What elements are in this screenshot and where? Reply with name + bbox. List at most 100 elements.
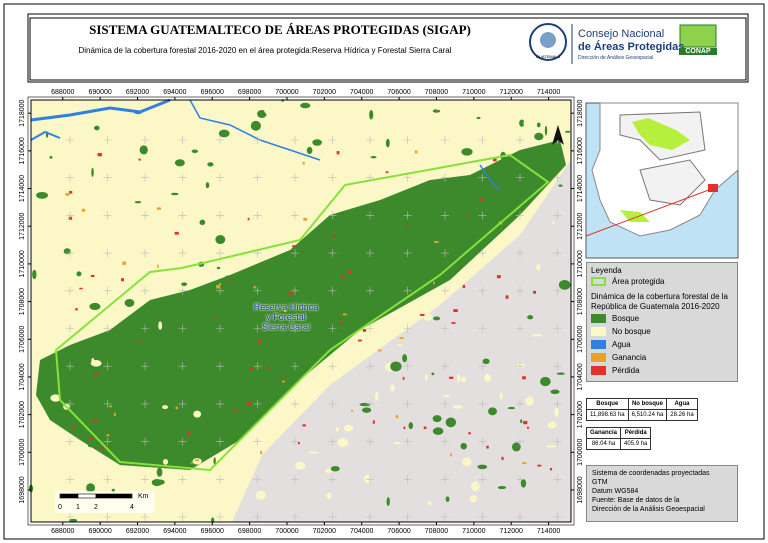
x-tick-label: 710000 — [462, 528, 485, 535]
legend-swatch — [591, 340, 606, 349]
clearing — [404, 118, 412, 128]
forest-patch — [558, 184, 563, 187]
river — [30, 98, 171, 122]
y-tick-label: 1712000 — [19, 212, 26, 239]
clearing — [83, 115, 88, 123]
x-tick-label: 704000 — [350, 89, 373, 96]
legend-title: Leyenda — [591, 266, 622, 275]
table-cell: 11,898.63 ha — [586, 409, 629, 421]
graticule-cross — [103, 362, 112, 371]
y-tick-label: 1714000 — [19, 175, 26, 202]
loss-patch — [332, 235, 336, 238]
clearing — [187, 203, 198, 211]
clearing — [552, 221, 555, 225]
legend-label: Área protegida — [612, 277, 665, 286]
clearing — [397, 344, 403, 347]
graticule-cross — [141, 399, 149, 408]
graticule-cross — [178, 513, 187, 521]
legend-swatch — [591, 327, 606, 336]
x-tick-label: 688000 — [51, 89, 74, 96]
graticule-cross — [441, 136, 449, 144]
logo-text: Dirección de Análisis Geoespacial — [578, 55, 654, 61]
loss-patch — [468, 215, 471, 219]
forest-patch — [312, 139, 322, 146]
gain-patch — [65, 193, 70, 196]
forest-patch — [306, 146, 313, 155]
y-tick-label: 1704000 — [577, 363, 584, 390]
graticule-cross — [253, 211, 262, 220]
area-table: Ganancia Pérdida 86.04 ha 405.9 ha — [585, 427, 652, 450]
forest-patch — [482, 358, 490, 365]
graticule-cross — [66, 362, 74, 371]
gain-patch — [434, 241, 439, 243]
y-tick-label: 1702000 — [19, 401, 26, 428]
footer-line: Sistema de coordenadas proyectadas — [592, 470, 710, 477]
forest-patch — [390, 361, 402, 372]
graticule-cross — [441, 249, 449, 258]
graticule-cross — [66, 173, 74, 182]
gain-patch — [122, 261, 127, 265]
clearing — [50, 394, 61, 402]
graticule-cross — [441, 475, 449, 484]
graticule-cross — [516, 324, 524, 333]
graticule-cross — [253, 286, 262, 295]
header-inner — [29, 17, 747, 81]
x-tick-label: 702000 — [313, 528, 336, 535]
forest-patch — [32, 269, 37, 280]
graticule-cross — [403, 475, 412, 484]
gain-patch — [157, 264, 159, 268]
x-tick-label: 702000 — [313, 89, 336, 96]
graticule-cross — [216, 211, 224, 220]
graticule-cross — [141, 211, 149, 220]
graticule-cross — [216, 399, 224, 408]
clearing — [162, 405, 169, 410]
clearing — [45, 467, 57, 478]
loss-patch — [479, 198, 484, 202]
gain-patch — [522, 462, 527, 465]
scale-bar-segment — [95, 493, 133, 499]
graticule-cross — [178, 324, 187, 333]
graticule-cross — [328, 136, 337, 144]
graticule-cross — [291, 286, 299, 295]
north-arrow — [552, 125, 564, 145]
clearing — [484, 112, 495, 119]
forest-patch — [460, 442, 467, 450]
forest-patch — [124, 298, 135, 307]
graticule-cross — [141, 475, 149, 484]
graticule-cross — [366, 211, 374, 220]
forest-patch — [300, 102, 311, 109]
graticule-cross — [216, 286, 224, 295]
clearing — [365, 102, 374, 111]
graticule-cross — [178, 136, 187, 144]
x-tick-label: 712000 — [500, 528, 523, 535]
graticule-cross — [516, 211, 524, 220]
clearing — [158, 199, 168, 208]
loss-patch — [288, 292, 293, 295]
table-header: No bosque — [627, 398, 668, 410]
y-tick-label: 1718000 — [577, 99, 584, 126]
y-tick-label: 1714000 — [577, 175, 584, 202]
graticule-cross — [553, 513, 562, 521]
graticule-cross — [291, 173, 299, 182]
graticule-cross — [141, 362, 149, 371]
loss-patch — [100, 446, 104, 449]
graticule-cross — [441, 173, 449, 182]
graticule-cross — [141, 513, 149, 521]
x-tick-label: 714000 — [537, 528, 560, 535]
x-tick-label: 700000 — [275, 528, 298, 535]
graticule-cross — [253, 249, 262, 258]
legend-label: No bosque — [612, 327, 651, 336]
graticule-cross — [403, 249, 412, 258]
y-tick-label: 1698000 — [577, 476, 584, 503]
graticule-cross — [478, 136, 487, 144]
graticule-cross — [553, 211, 562, 220]
loss-patch — [451, 322, 456, 324]
gain-patch — [219, 282, 222, 286]
clearing — [484, 373, 491, 383]
title: SISTEMA GUATEMALTECO DE ÁREAS PROTEGIDAS… — [89, 22, 471, 37]
graticule-cross — [403, 513, 412, 521]
graticule-cross — [291, 437, 299, 446]
map-frame — [30, 99, 572, 523]
graticule-cross — [403, 211, 412, 220]
loss-patch — [403, 426, 406, 430]
